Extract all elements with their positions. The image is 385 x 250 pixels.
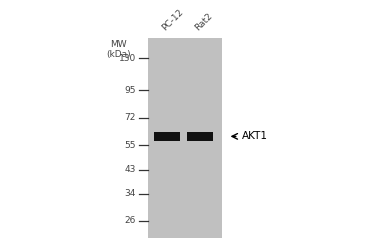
Text: 72: 72: [125, 114, 136, 122]
Text: 43: 43: [125, 166, 136, 174]
Text: 55: 55: [124, 141, 136, 150]
Text: 130: 130: [119, 54, 136, 63]
Bar: [187, 132, 213, 141]
Text: AKT1: AKT1: [243, 131, 268, 141]
Text: Rat2: Rat2: [194, 12, 214, 32]
Text: 26: 26: [125, 216, 136, 225]
Text: PC-12: PC-12: [160, 8, 185, 32]
Text: 34: 34: [125, 189, 136, 198]
Text: 95: 95: [124, 86, 136, 94]
Bar: [148, 38, 222, 237]
Text: MW
(kDa): MW (kDa): [106, 40, 131, 59]
Bar: [154, 132, 179, 141]
